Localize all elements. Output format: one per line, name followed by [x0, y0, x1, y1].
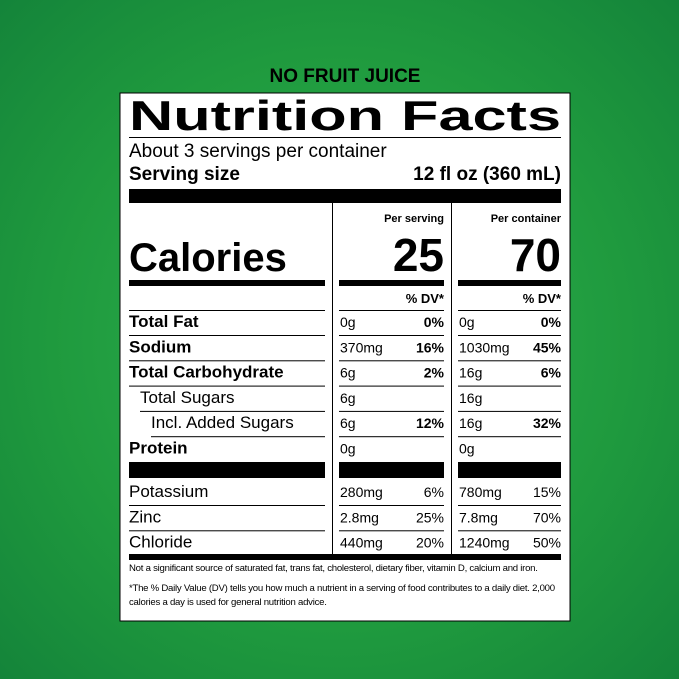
rule — [339, 385, 444, 387]
amount: 280mg — [340, 484, 383, 500]
daily-value: 0% — [541, 314, 562, 330]
amount: 6g — [340, 415, 356, 431]
serving-size-label: Serving size — [129, 164, 240, 185]
thick-bar — [458, 462, 561, 478]
daily-value: 50% — [533, 535, 561, 551]
rule — [339, 530, 444, 532]
footnote: *The % Daily Value (DV) tells you how mu… — [129, 583, 555, 608]
daily-value: 15% — [533, 484, 561, 500]
amount: 0g — [459, 441, 475, 457]
thick-bar — [339, 462, 444, 478]
daily-value: 12% — [416, 415, 445, 431]
daily-value: 70% — [533, 509, 561, 525]
amount: 7.8mg — [459, 509, 498, 525]
column-heading: Per container — [491, 213, 562, 225]
amount: 6g — [340, 390, 356, 406]
column-divider — [332, 203, 333, 560]
daily-value: 16% — [416, 339, 445, 355]
serving-size: 12 fl oz (360 mL) — [413, 164, 561, 185]
rule — [458, 436, 561, 438]
thick-bar — [129, 189, 561, 203]
amount: 16g — [459, 390, 482, 406]
amount: 1030mg — [459, 339, 510, 355]
rule — [339, 310, 444, 311]
daily-value: 32% — [533, 415, 562, 431]
rule — [129, 335, 325, 336]
rule — [339, 436, 444, 438]
amount: 16g — [459, 415, 482, 431]
rule — [458, 385, 561, 387]
bar — [458, 280, 561, 286]
thick-bar — [129, 554, 561, 560]
thick-bar — [129, 462, 325, 478]
calories-value: 70 — [510, 229, 561, 281]
calories-value: 25 — [393, 229, 444, 281]
calories-label: Calories — [129, 236, 287, 280]
nutrient-name: Incl. Added Sugars — [151, 413, 294, 432]
amount: 2.8mg — [340, 509, 379, 525]
nutrient-name: Sodium — [129, 337, 191, 356]
dv-heading: % DV* — [406, 291, 445, 306]
daily-value: 2% — [424, 365, 445, 381]
amount: 780mg — [459, 484, 502, 500]
rule — [129, 385, 325, 387]
rule — [129, 137, 561, 138]
amount: 6g — [340, 365, 356, 381]
rule — [129, 360, 325, 362]
dv-heading: % DV* — [523, 291, 562, 306]
nutrient-name: Total Fat — [129, 312, 199, 331]
daily-value: 25% — [416, 509, 444, 525]
rule — [458, 360, 561, 362]
nutrient-name: Total Carbohydrate — [129, 363, 284, 382]
label-title: Nutrition Facts — [129, 92, 561, 139]
daily-value: 45% — [533, 339, 562, 355]
rule — [458, 410, 561, 412]
header: NO FRUIT JUICE — [270, 66, 421, 87]
rule — [129, 310, 325, 311]
nutrient-name: Zinc — [129, 507, 162, 526]
amount: 0g — [340, 441, 356, 457]
rule — [339, 410, 444, 412]
rule — [458, 335, 561, 336]
daily-value: 20% — [416, 535, 444, 551]
column-heading: Per serving — [384, 213, 444, 225]
nutrient-name: Potassium — [129, 482, 208, 501]
rule — [458, 505, 561, 506]
daily-value: 6% — [541, 365, 562, 381]
amount: 0g — [340, 314, 356, 330]
rule — [151, 436, 325, 438]
rule — [129, 505, 325, 506]
rule — [339, 335, 444, 336]
column-divider — [451, 203, 452, 560]
amount: 1240mg — [459, 535, 510, 551]
amount: 440mg — [340, 535, 383, 551]
bar — [129, 280, 325, 286]
nutrient-name: Chloride — [129, 533, 192, 552]
nutrient-name: Total Sugars — [140, 388, 235, 407]
daily-value: 0% — [424, 314, 445, 330]
nutrient-name: Protein — [129, 439, 188, 458]
rule — [458, 310, 561, 311]
rule — [458, 530, 561, 532]
rule — [129, 530, 325, 532]
rule — [140, 410, 325, 412]
amount: 0g — [459, 314, 475, 330]
rule — [339, 360, 444, 362]
footnote: Not a significant source of saturated fa… — [129, 563, 538, 574]
rule — [339, 505, 444, 506]
amount: 16g — [459, 365, 482, 381]
daily-value: 6% — [424, 484, 444, 500]
amount: 370mg — [340, 339, 383, 355]
servings: About 3 servings per container — [129, 141, 387, 162]
label-box — [119, 92, 571, 622]
bar — [339, 280, 444, 286]
